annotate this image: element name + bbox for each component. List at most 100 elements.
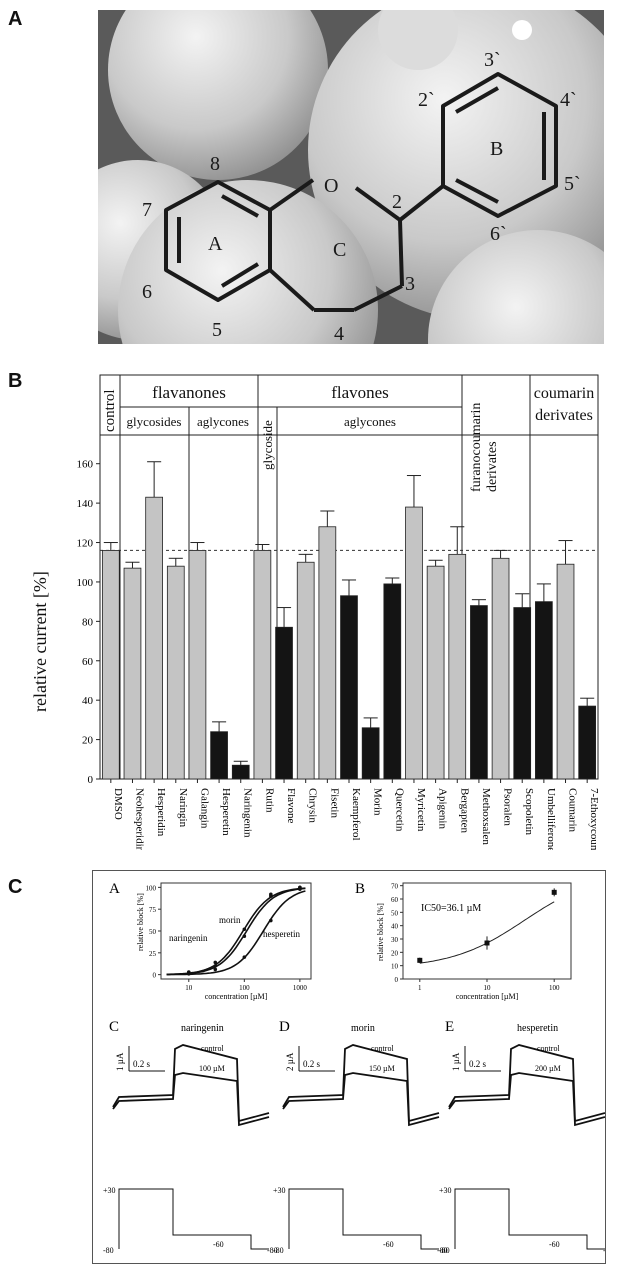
bar [513, 607, 532, 780]
dr-x-tick-label: 100 [239, 984, 250, 992]
ic-y-tick-label: 50 [391, 909, 399, 917]
x-tick-label: Hesperidin [155, 788, 167, 837]
trace-panel-label: C [109, 1019, 119, 1035]
x-tick-label: Chrysin [307, 788, 319, 823]
bar [405, 506, 423, 780]
atom-6: 6 [142, 281, 152, 303]
protocol-v4-label: -80 [603, 1246, 605, 1255]
ic-y-label: relative block [%] [376, 903, 385, 961]
dr-y-tick-label: 100 [146, 884, 157, 892]
panel-label-c: C [8, 876, 23, 898]
trace-dose [282, 1072, 440, 1127]
x-tick-label: Flavone [285, 788, 297, 824]
voltage-protocol [118, 1188, 269, 1250]
atom-2: 2 [392, 191, 402, 213]
y-tick-label: 40 [82, 695, 94, 707]
bar [318, 526, 337, 780]
dr-point [242, 927, 247, 932]
scale-time-label: 0.2 s [303, 1059, 321, 1069]
electrophysiology-figure: A 0 25 50 75 100 10 100 1000 relative block [%]… [92, 870, 614, 1264]
bar [275, 626, 293, 780]
dr-point [269, 892, 273, 897]
ic-y-tick-label: 0 [395, 976, 399, 984]
trace-compound-morin: morin [351, 1023, 375, 1034]
subpanel-b-label: B [355, 881, 365, 897]
bar [383, 583, 402, 780]
panel-label-b: B [8, 370, 23, 392]
bar [535, 601, 553, 780]
x-tick-label: Umbelliferone [545, 788, 557, 850]
dr-point [213, 960, 218, 965]
dr-y-tick-label: 75 [149, 906, 157, 914]
bar [491, 557, 510, 780]
y-tick-label: 160 [77, 459, 94, 471]
voltage-protocol [454, 1188, 605, 1250]
bar [145, 496, 163, 780]
dr-y-tick-label: 25 [149, 950, 157, 958]
scale-current-label: 1 µA [451, 1052, 461, 1071]
atom-3-prime: 3` [484, 49, 501, 71]
ic-x-tick-label: 10 [484, 984, 492, 992]
trace-control [112, 1044, 270, 1123]
dr-x-label: concentration [µM] [205, 992, 268, 1001]
trace-dose-label: 100 µM [199, 1064, 225, 1073]
atom-5-prime: 5` [564, 173, 581, 195]
ic-x-tick-label: 100 [549, 984, 560, 992]
bar [578, 705, 597, 780]
trace-compound-naringenin: naringenin [181, 1023, 224, 1034]
bar [253, 550, 272, 780]
protocol-v4-label: -80 [267, 1246, 278, 1255]
panel-label-a: A [8, 8, 23, 30]
atom-6-prime: 6` [490, 223, 507, 245]
bar [426, 565, 445, 780]
trace-dose-label: 200 µM [535, 1064, 561, 1073]
bar [361, 727, 380, 780]
ic-point [417, 957, 423, 963]
atom-7: 7 [142, 199, 152, 221]
flavonoid-structure-photo: 8 7 6 5 4 3 2 O 2` 3` 4` 5` 6` A B C [98, 10, 604, 344]
y-tick-label: 80 [82, 616, 94, 628]
bar [556, 563, 575, 780]
trace-control-label: control [537, 1044, 560, 1053]
trace-dose-label: 150 µM [369, 1064, 395, 1073]
protocol-v1-label: +30 [273, 1186, 286, 1195]
trace-compound-hesperetin: hesperetin [517, 1023, 558, 1034]
dr-point [242, 955, 247, 959]
atom-5: 5 [212, 319, 222, 341]
bar [448, 553, 467, 780]
x-tick-label: Kaempferol [350, 788, 362, 841]
protocol-v2-label: -80 [103, 1246, 114, 1255]
protocol-v3-label: -60 [213, 1240, 224, 1249]
y-tick-label: 20 [82, 735, 94, 747]
x-tick-label: Apigenin [437, 788, 449, 829]
x-tick-label: Quercetin [393, 788, 405, 832]
dr-x-tick-label: 10 [185, 984, 193, 992]
protocol-v1-label: +30 [103, 1186, 116, 1195]
group-flavone-aglycones: aglycones [344, 414, 396, 429]
protocol-v2-label: -80 [439, 1246, 450, 1255]
group-furanocoumarin-line1: furanocoumarin [469, 403, 484, 492]
dr-label-naringenin: naringenin [169, 933, 208, 943]
ic50-annotation: IC50=36.1 µM [421, 903, 481, 914]
x-tick-label: 7-Ethoxycoumarin [588, 788, 600, 850]
dr-y-tick-label: 0 [153, 972, 157, 980]
protocol-v3-label: -60 [549, 1240, 560, 1249]
dr-y-label: relative block [%] [136, 893, 145, 951]
protocol-v2-label: -80 [273, 1246, 284, 1255]
relative-current-bar-chart: control flavanones glycosides aglycones … [30, 374, 600, 850]
atom-4: 4 [334, 323, 344, 344]
bar [470, 605, 488, 780]
y-tick-label: 140 [77, 498, 94, 510]
bar [188, 550, 207, 780]
dr-label-morin: morin [219, 915, 241, 925]
ic-point [484, 940, 490, 946]
group-flavanones: flavanones [152, 383, 226, 402]
ic-x-tick-label: 1 [418, 984, 422, 992]
ic-y-tick-label: 40 [391, 923, 399, 931]
x-tick-label: Neohesperidin [133, 788, 145, 850]
atom-8: 8 [210, 153, 220, 175]
dr-y-tick-label: 50 [149, 928, 157, 936]
x-tick-label: Rutin [263, 788, 275, 813]
group-coumarin-line1: coumarin [534, 385, 594, 402]
scale-time-label: 0.2 s [133, 1059, 151, 1069]
